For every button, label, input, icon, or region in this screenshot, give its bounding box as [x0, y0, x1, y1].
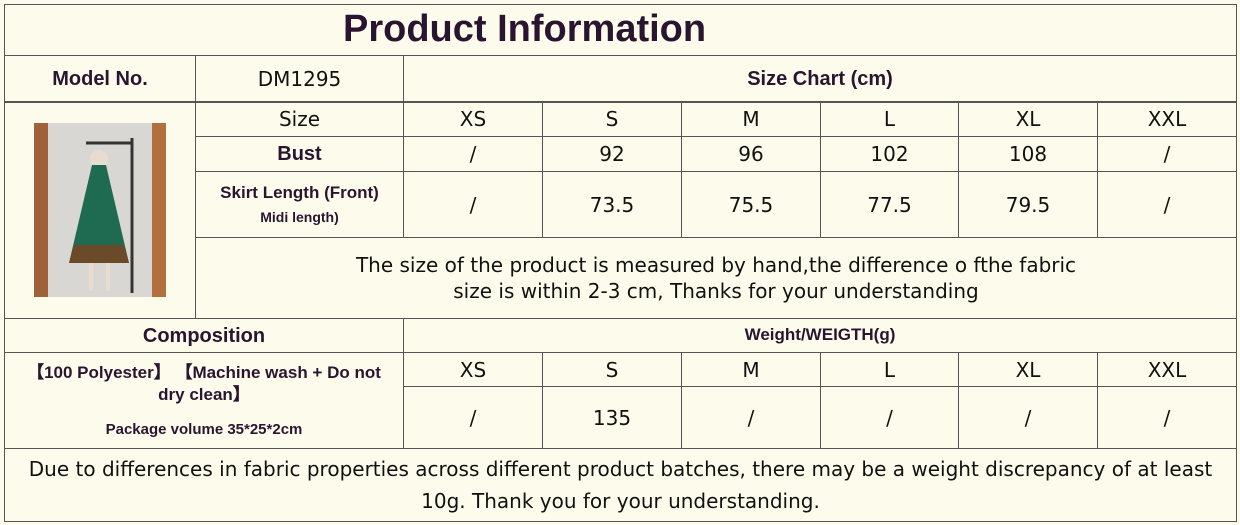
title-text: Product Information — [343, 8, 707, 51]
size-name: XXL — [1097, 101, 1237, 137]
size-chart-title: Size Chart (cm) — [403, 55, 1237, 103]
size-value-text: 96 — [738, 142, 764, 166]
weight-value-text: / — [1163, 405, 1171, 430]
size-header: Size — [195, 101, 404, 137]
size-chart-title-text: Size Chart (cm) — [747, 68, 893, 90]
size-value-text: 102 — [870, 142, 909, 166]
size-value: / — [1097, 171, 1237, 238]
weight-value: / — [958, 386, 1098, 449]
size-value-text: / — [1163, 142, 1171, 166]
skirt-label: Skirt Length (Front) Midi length) — [195, 171, 404, 238]
weight-size: M — [681, 352, 821, 387]
weight-value: / — [820, 386, 959, 449]
size-value-text: 73.5 — [589, 192, 635, 217]
size-value-text: 75.5 — [728, 192, 774, 217]
weight-size-text: XL — [1015, 357, 1041, 382]
size-value-text: 79.5 — [1005, 192, 1051, 217]
weight-size-text: M — [742, 357, 760, 382]
size-value-text: / — [1163, 192, 1171, 217]
weight-value: 135 — [542, 386, 682, 449]
size-name-text: S — [605, 107, 619, 131]
weight-size-text: XS — [459, 357, 487, 382]
weight-value: / — [681, 386, 821, 449]
weight-value-text: / — [747, 405, 755, 430]
footer: Due to differences in fabric properties … — [4, 448, 1237, 522]
model-value: DM1295 — [195, 55, 404, 103]
size-value: 73.5 — [542, 171, 682, 238]
weight-title: Weight/WEIGTH(g) — [403, 318, 1237, 353]
weight-size: XXL — [1097, 352, 1237, 387]
weight-value-text: / — [886, 405, 893, 430]
size-value: 102 — [820, 136, 959, 172]
size-value: / — [403, 171, 543, 238]
weight-value-text: 135 — [592, 405, 632, 430]
size-value-text: / — [469, 192, 477, 217]
size-header-text: Size — [278, 107, 321, 131]
size-value: / — [1097, 136, 1237, 172]
composition-text: 【100 Polyester】 【Machine wash + Do not d… — [4, 352, 404, 449]
size-name-text: XS — [459, 107, 487, 131]
size-name-text: M — [742, 107, 760, 131]
composition-label-text: Composition — [142, 324, 266, 347]
weight-size: S — [542, 352, 682, 387]
size-name: S — [542, 101, 682, 137]
size-name-text: XXL — [1147, 107, 1187, 131]
model-value-text: DM1295 — [257, 67, 342, 91]
size-note-text: The size of the product is measured by h… — [355, 253, 1077, 277]
footer-text: Due to differences in fabric properties … — [28, 457, 1213, 513]
composition-text-text: 【100 Polyester】 【Machine wash + Do not d… — [27, 362, 381, 404]
photo-cell — [4, 101, 196, 319]
composition-text-text: Package volume 35*25*2cm — [105, 420, 303, 438]
size-value: 92 — [542, 136, 682, 172]
weight-value-text: / — [469, 405, 477, 430]
composition-label: Composition — [4, 318, 404, 353]
size-note-text: size is within 2-3 cm, Thanks for your u… — [453, 279, 979, 303]
size-value: 77.5 — [820, 171, 959, 238]
size-value: 108 — [958, 136, 1098, 172]
weight-size-text: L — [883, 357, 896, 382]
size-value-text: 108 — [1008, 142, 1048, 166]
bust-label: Bust — [195, 136, 404, 172]
size-value-text: 92 — [599, 142, 625, 166]
size-name: M — [681, 101, 821, 137]
size-name-text: XL — [1015, 107, 1041, 131]
model-label-text: Model No. — [52, 68, 148, 90]
weight-size-text: XXL — [1147, 357, 1187, 382]
size-name-text: L — [883, 107, 896, 131]
weight-title-text: Weight/WEIGTH(g) — [744, 325, 896, 345]
size-name: L — [820, 101, 959, 137]
size-value: / — [403, 136, 543, 172]
skirt-label-text: Midi length) — [260, 209, 339, 226]
size-value: 96 — [681, 136, 821, 172]
size-value: 79.5 — [958, 171, 1098, 238]
weight-size: XL — [958, 352, 1098, 387]
size-note: The size of the product is measured by h… — [195, 237, 1237, 319]
weight-size: L — [820, 352, 959, 387]
weight-size-text: S — [605, 357, 619, 382]
model-label: Model No. — [4, 55, 196, 103]
bust-label-text: Bust — [277, 143, 322, 165]
size-value-text: / — [469, 142, 477, 166]
size-value: 75.5 — [681, 171, 821, 238]
weight-size: XS — [403, 352, 543, 387]
weight-value: / — [1097, 386, 1237, 449]
size-name: XS — [403, 101, 543, 137]
weight-value-text: / — [1024, 405, 1032, 430]
product-photo — [34, 123, 166, 297]
size-value-text: 77.5 — [867, 192, 912, 217]
skirt-label-text: Skirt Length (Front) — [220, 183, 379, 203]
title: Product Information — [4, 4, 1237, 56]
weight-value: / — [403, 386, 543, 449]
size-name: XL — [958, 101, 1098, 137]
